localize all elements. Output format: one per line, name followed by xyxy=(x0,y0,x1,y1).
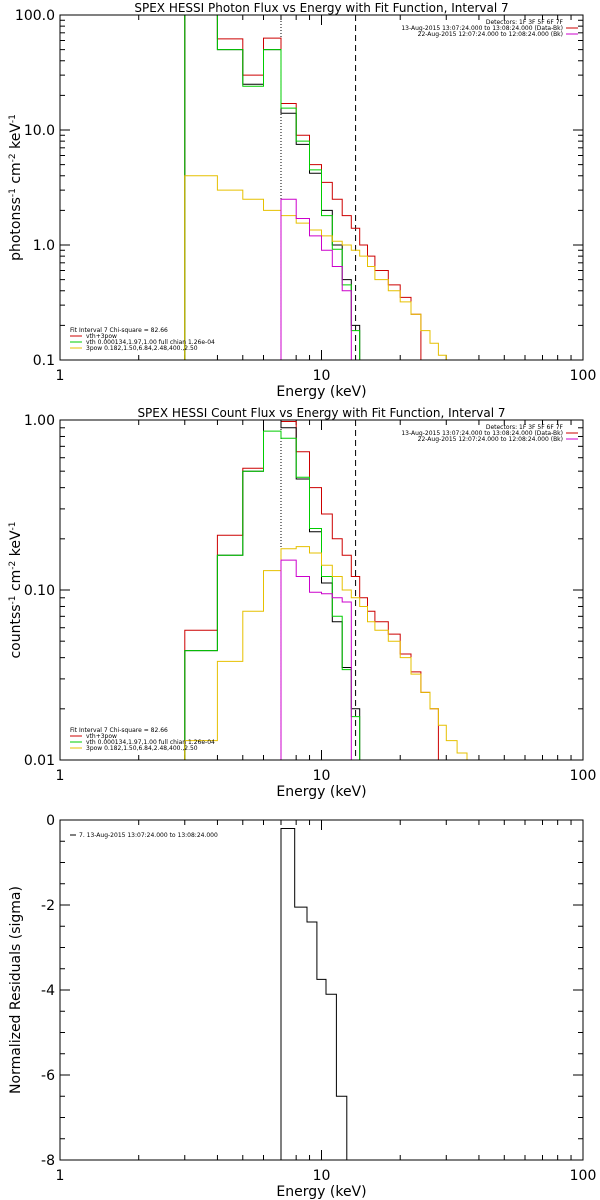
series-data xyxy=(184,420,361,760)
series-vth xyxy=(184,430,361,760)
chart-panel-2: SPEX HESSI Count Flux vs Energy with Fit… xyxy=(8,406,596,800)
series-vth xyxy=(184,15,361,360)
y-tick-label: 10.0 xyxy=(24,123,55,139)
plot-area xyxy=(280,828,356,1160)
x-tick-label: 1 xyxy=(56,368,65,384)
info-line: 13-Aug-2015 13:07:24.000 to 13:08:24.000… xyxy=(401,430,563,437)
legend-entry: vth+3pow xyxy=(86,733,117,740)
chart-panel-1: SPEX HESSI Photon Flux vs Energy with Fi… xyxy=(8,1,596,400)
x-axis-label: Energy (keV) xyxy=(276,384,366,400)
legend-entry: 3pow 0.182,1.50,6.84,2.48,400.,2.50 xyxy=(86,745,198,752)
series-vth+3pow xyxy=(184,420,439,760)
chart-title: SPEX HESSI Count Flux vs Energy with Fit… xyxy=(137,406,505,420)
plot-area xyxy=(184,15,447,360)
plot-frame xyxy=(59,14,584,361)
x-tick-label: 100 xyxy=(570,768,597,784)
x-tick-label: 10 xyxy=(313,368,331,384)
chart-panel-3: 1 10 100 -8 -6 -4 -2 0 Energy (keV) Normalized Re… xyxy=(8,813,596,1200)
info-line: 13-Aug-2015 13:07:24.000 to 13:08:24.000… xyxy=(401,25,563,32)
legend-entry: 7. 13-Aug-2015 13:07:24.000 to 13:08:24.… xyxy=(79,832,218,839)
x-tick-label: 100 xyxy=(570,1168,597,1184)
legend-entry: 3pow 0.182,1.50,6.84,2.48,400.,2.50 xyxy=(86,345,198,352)
plot-frame xyxy=(59,419,584,761)
legend-header: Fit Interval 7 Chi-square = 82.66 xyxy=(70,727,168,734)
y-tick-label: -2 xyxy=(41,898,55,914)
x-axis-label: Energy (keV) xyxy=(276,784,366,800)
legend-entry: vth+3pow xyxy=(86,333,117,340)
y-tick-label: 0.1 xyxy=(33,353,55,369)
y-tick-label: -4 xyxy=(41,983,55,999)
plot-area xyxy=(184,420,468,760)
x-axis-label: Energy (keV) xyxy=(276,1184,366,1200)
y-axis-label: countss-1 cm-2 keV-1 xyxy=(8,521,24,658)
info-line: 22-Aug-2015 12:07:24.000 to 12:08:24.000… xyxy=(418,436,563,443)
x-tick-label: 10 xyxy=(313,768,331,784)
x-tick-label: 1 xyxy=(56,768,65,784)
y-tick-label: -8 xyxy=(41,1153,55,1169)
legend-header: Fit Interval 7 Chi-square = 82.66 xyxy=(70,327,168,334)
info-line: Detectors: 1F 3F 5F 6F 7F xyxy=(486,19,564,26)
y-tick-label: 0 xyxy=(46,813,55,829)
series-7. xyxy=(280,828,356,1160)
series-residual xyxy=(280,559,352,760)
series-vth+3pow xyxy=(184,15,422,360)
series-3pow xyxy=(184,546,468,760)
info-line: Detectors: 1F 3F 5F 6F 7F xyxy=(486,424,564,431)
legend-entry: vth 0.000134,1.97,1.00 full chian 1.26e-… xyxy=(86,739,215,746)
legend-entry: vth 0.000134,1.97,1.00 full chian 1.26e-… xyxy=(86,339,215,346)
y-tick-label: 1.0 xyxy=(33,238,55,254)
x-tick-label: 1 xyxy=(56,1168,65,1184)
y-tick-label: 1.00 xyxy=(24,413,55,429)
x-tick-label: 100 xyxy=(570,368,597,384)
info-line: 22-Aug-2015 12:07:24.000 to 12:08:24.000… xyxy=(418,31,563,38)
y-tick-label: 100.0 xyxy=(15,8,55,24)
y-axis-label: photonss-1 cm-2 keV-1 xyxy=(8,114,24,261)
y-tick-label: -6 xyxy=(41,1068,55,1084)
plot-frame xyxy=(59,819,584,1161)
series-data xyxy=(184,15,361,360)
chart-title: SPEX HESSI Photon Flux vs Energy with Fi… xyxy=(134,1,508,15)
series-3pow xyxy=(184,175,447,360)
y-tick-label: 0.10 xyxy=(24,583,55,599)
x-tick-label: 10 xyxy=(313,1168,331,1184)
y-tick-label: 0.01 xyxy=(24,753,55,769)
series-residual xyxy=(280,198,352,360)
y-axis-label: Normalized Residuals (sigma) xyxy=(8,886,24,1094)
